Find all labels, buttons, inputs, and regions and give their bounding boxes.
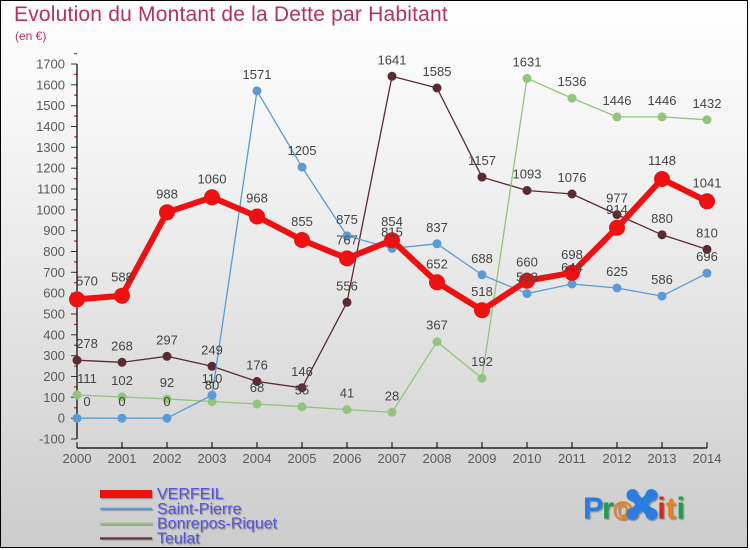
svg-text:2013: 2013 <box>648 451 677 466</box>
svg-text:2008: 2008 <box>423 451 452 466</box>
svg-text:0: 0 <box>118 394 125 409</box>
svg-text:92: 92 <box>160 375 174 390</box>
svg-text:2006: 2006 <box>333 451 362 466</box>
svg-text:1641: 1641 <box>378 52 407 67</box>
svg-text:2009: 2009 <box>468 451 497 466</box>
svg-text:0: 0 <box>83 394 90 409</box>
svg-text:688: 688 <box>471 251 493 266</box>
svg-text:500: 500 <box>43 307 65 322</box>
svg-text:1060: 1060 <box>198 171 227 186</box>
svg-text:570: 570 <box>76 273 98 288</box>
svg-text:2012: 2012 <box>603 451 632 466</box>
svg-text:968: 968 <box>246 191 268 206</box>
svg-text:767: 767 <box>336 232 358 247</box>
svg-text:660: 660 <box>516 255 538 270</box>
svg-text:810: 810 <box>696 225 718 240</box>
svg-text:176: 176 <box>246 358 268 373</box>
svg-text:1446: 1446 <box>648 93 677 108</box>
svg-text:1400: 1400 <box>36 119 65 134</box>
svg-text:192: 192 <box>471 354 493 369</box>
svg-text:111: 111 <box>77 371 97 386</box>
svg-text:0: 0 <box>58 411 65 426</box>
svg-text:2003: 2003 <box>198 451 227 466</box>
svg-text:518: 518 <box>471 284 493 299</box>
svg-text:600: 600 <box>43 286 65 301</box>
svg-text:1000: 1000 <box>36 202 65 217</box>
svg-text:68: 68 <box>250 380 264 395</box>
svg-text:146: 146 <box>291 364 313 379</box>
svg-text:598: 598 <box>516 270 538 285</box>
svg-text:1200: 1200 <box>36 161 65 176</box>
svg-text:278: 278 <box>76 336 98 351</box>
svg-text:-100: -100 <box>39 432 65 447</box>
svg-text:1700: 1700 <box>36 57 65 72</box>
svg-text:988: 988 <box>156 186 178 201</box>
svg-text:700: 700 <box>43 265 65 280</box>
svg-text:100: 100 <box>43 390 65 405</box>
svg-text:588: 588 <box>111 270 133 285</box>
svg-text:2007: 2007 <box>378 451 407 466</box>
svg-text:t: t <box>666 491 676 526</box>
svg-text:1500: 1500 <box>36 98 65 113</box>
svg-text:Teulat: Teulat <box>157 530 200 547</box>
svg-text:P: P <box>583 491 604 526</box>
svg-text:102: 102 <box>111 373 133 388</box>
svg-text:880: 880 <box>651 211 673 226</box>
svg-text:2014: 2014 <box>693 451 722 466</box>
svg-text:854: 854 <box>381 214 403 229</box>
svg-text:2004: 2004 <box>243 451 272 466</box>
svg-text:300: 300 <box>43 348 65 363</box>
svg-text:875: 875 <box>336 212 358 227</box>
svg-text:2005: 2005 <box>288 451 317 466</box>
svg-text:855: 855 <box>291 214 313 229</box>
svg-text:2002: 2002 <box>153 451 182 466</box>
svg-text:1100: 1100 <box>37 182 65 197</box>
svg-text:0: 0 <box>163 394 170 409</box>
svg-text:200: 200 <box>43 369 65 384</box>
svg-text:1446: 1446 <box>603 93 632 108</box>
svg-text:696: 696 <box>696 249 718 264</box>
svg-text:110: 110 <box>202 371 223 386</box>
svg-text:1041: 1041 <box>693 175 722 190</box>
svg-text:1432: 1432 <box>693 96 722 111</box>
svg-text:297: 297 <box>156 332 178 347</box>
svg-text:2001: 2001 <box>108 451 137 466</box>
svg-text:1300: 1300 <box>36 140 65 155</box>
svg-text:837: 837 <box>426 220 448 235</box>
svg-text:914: 914 <box>606 202 628 217</box>
svg-text:2011: 2011 <box>558 451 586 466</box>
svg-text:652: 652 <box>426 256 448 271</box>
svg-text:1631: 1631 <box>513 54 542 69</box>
svg-text:41: 41 <box>340 386 354 401</box>
svg-text:800: 800 <box>43 244 65 259</box>
svg-text:249: 249 <box>201 342 223 357</box>
svg-text:268: 268 <box>111 338 133 353</box>
svg-text:1148: 1148 <box>648 153 676 168</box>
svg-text:1571: 1571 <box>243 67 272 82</box>
svg-text:i: i <box>676 491 685 526</box>
svg-text:1536: 1536 <box>558 74 587 89</box>
svg-text:1093: 1093 <box>513 167 542 182</box>
svg-text:367: 367 <box>426 318 448 333</box>
svg-text:556: 556 <box>336 278 358 293</box>
svg-text:2000: 2000 <box>63 451 92 466</box>
svg-text:28: 28 <box>385 388 399 403</box>
svg-text:644: 644 <box>561 260 583 275</box>
svg-text:1076: 1076 <box>558 170 587 185</box>
svg-text:698: 698 <box>561 247 583 262</box>
svg-text:55: 55 <box>295 383 309 398</box>
svg-text:1205: 1205 <box>288 143 317 158</box>
svg-text:1157: 1157 <box>468 153 496 168</box>
svg-text:i: i <box>657 491 666 526</box>
svg-text:625: 625 <box>606 264 628 279</box>
svg-text:586: 586 <box>651 272 673 287</box>
svg-text:2010: 2010 <box>513 451 542 466</box>
svg-text:1585: 1585 <box>423 64 452 79</box>
svg-text:r: r <box>602 491 614 526</box>
svg-text:900: 900 <box>43 223 65 238</box>
svg-text:1600: 1600 <box>36 77 65 92</box>
svg-text:400: 400 <box>43 327 65 342</box>
